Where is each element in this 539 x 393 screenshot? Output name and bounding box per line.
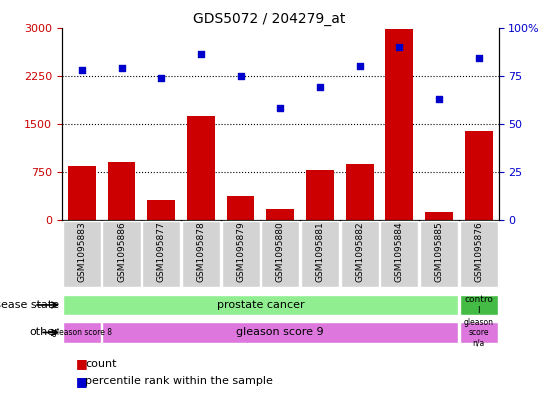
FancyBboxPatch shape	[381, 222, 418, 287]
Text: GSM1095879: GSM1095879	[236, 222, 245, 282]
FancyBboxPatch shape	[63, 295, 458, 315]
FancyBboxPatch shape	[63, 322, 101, 343]
Text: ■: ■	[75, 357, 87, 370]
Text: GSM1095886: GSM1095886	[117, 222, 126, 282]
Bar	[227, 196, 254, 220]
Text: gleason score 8: gleason score 8	[52, 328, 112, 337]
Text: GSM1095878: GSM1095878	[196, 222, 205, 282]
Bar	[187, 116, 215, 220]
FancyBboxPatch shape	[102, 322, 458, 343]
Point	[276, 105, 285, 112]
FancyBboxPatch shape	[63, 222, 101, 287]
Text: GSM1095877: GSM1095877	[157, 222, 165, 282]
FancyBboxPatch shape	[460, 222, 498, 287]
Point	[474, 55, 483, 61]
FancyBboxPatch shape	[460, 322, 498, 343]
Bar	[306, 170, 334, 220]
Point	[236, 72, 245, 79]
Text: GSM1095884: GSM1095884	[395, 222, 404, 282]
Text: GDS5072 / 204279_at: GDS5072 / 204279_at	[194, 12, 345, 26]
Point	[78, 67, 86, 73]
Text: GSM1095881: GSM1095881	[315, 222, 324, 282]
Bar	[385, 29, 413, 220]
Text: GSM1095876: GSM1095876	[474, 222, 483, 282]
Point	[355, 63, 364, 69]
Text: GSM1095883: GSM1095883	[77, 222, 86, 282]
FancyBboxPatch shape	[182, 222, 220, 287]
Text: gleason
score
n/a: gleason score n/a	[464, 318, 494, 347]
Bar	[465, 132, 493, 220]
Text: contro
l: contro l	[464, 295, 493, 315]
Text: ■: ■	[75, 375, 87, 388]
Text: GSM1095885: GSM1095885	[434, 222, 444, 282]
Point	[395, 44, 404, 50]
Bar	[147, 200, 175, 220]
Text: prostate cancer: prostate cancer	[217, 300, 304, 310]
FancyBboxPatch shape	[420, 222, 458, 287]
Bar	[108, 162, 135, 220]
Text: disease state: disease state	[0, 300, 59, 310]
Bar	[68, 165, 96, 220]
Text: GSM1095880: GSM1095880	[276, 222, 285, 282]
Point	[197, 51, 205, 58]
FancyBboxPatch shape	[142, 222, 180, 287]
FancyBboxPatch shape	[222, 222, 260, 287]
FancyBboxPatch shape	[261, 222, 299, 287]
FancyBboxPatch shape	[301, 222, 339, 287]
Point	[435, 95, 444, 102]
Bar	[266, 209, 294, 220]
Point	[316, 84, 324, 90]
FancyBboxPatch shape	[341, 222, 379, 287]
Point	[117, 65, 126, 71]
Bar	[346, 163, 374, 220]
Text: percentile rank within the sample: percentile rank within the sample	[85, 376, 273, 386]
FancyBboxPatch shape	[102, 222, 141, 287]
Text: other: other	[30, 327, 59, 338]
Bar	[425, 212, 453, 220]
Point	[157, 74, 165, 81]
Text: count: count	[85, 358, 116, 369]
FancyBboxPatch shape	[460, 295, 498, 315]
Text: GSM1095882: GSM1095882	[355, 222, 364, 282]
Text: gleason score 9: gleason score 9	[237, 327, 324, 338]
